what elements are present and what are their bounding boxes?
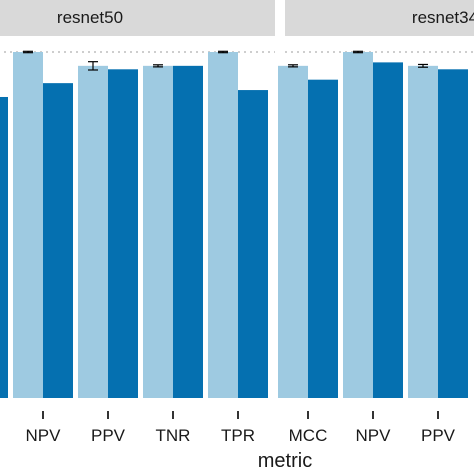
panel-resnet34: resnet34 MCC NPV PPV [278,0,474,445]
bar [343,52,373,398]
x-tick-label: PPV [91,426,126,445]
bar [173,65,203,398]
facet-panels: resnet50 MCC NPV PPV TNR TPR resnet34 MCC NPV PPV [0,0,474,445]
facet-strip [0,0,275,36]
bar [78,65,108,398]
bar [208,52,238,398]
bar [438,69,468,399]
x-tick-label: MCC [289,426,328,445]
bar [13,52,43,398]
bar [408,65,438,398]
bar [278,65,308,398]
x-tick-label: NPV [356,426,392,445]
facet-strip-label: resnet34 [412,8,474,27]
x-tick-label: PPV [421,426,456,445]
bar [43,83,73,398]
panel-resnet50: resnet50MCCNPVPPVTNRTPR [0,0,275,445]
x-tick-label: NPV [26,426,62,445]
bar [238,90,268,398]
bar [143,65,173,398]
x-axis-title: metric [258,450,312,472]
bar [373,62,403,398]
bar [308,79,338,399]
bar [108,69,138,399]
bar [0,96,8,398]
x-tick-label: TPR [221,426,255,445]
x-tick-label: TNR [156,426,191,445]
facet-strip-label: resnet50 [57,8,123,27]
facet-strip [285,0,474,36]
